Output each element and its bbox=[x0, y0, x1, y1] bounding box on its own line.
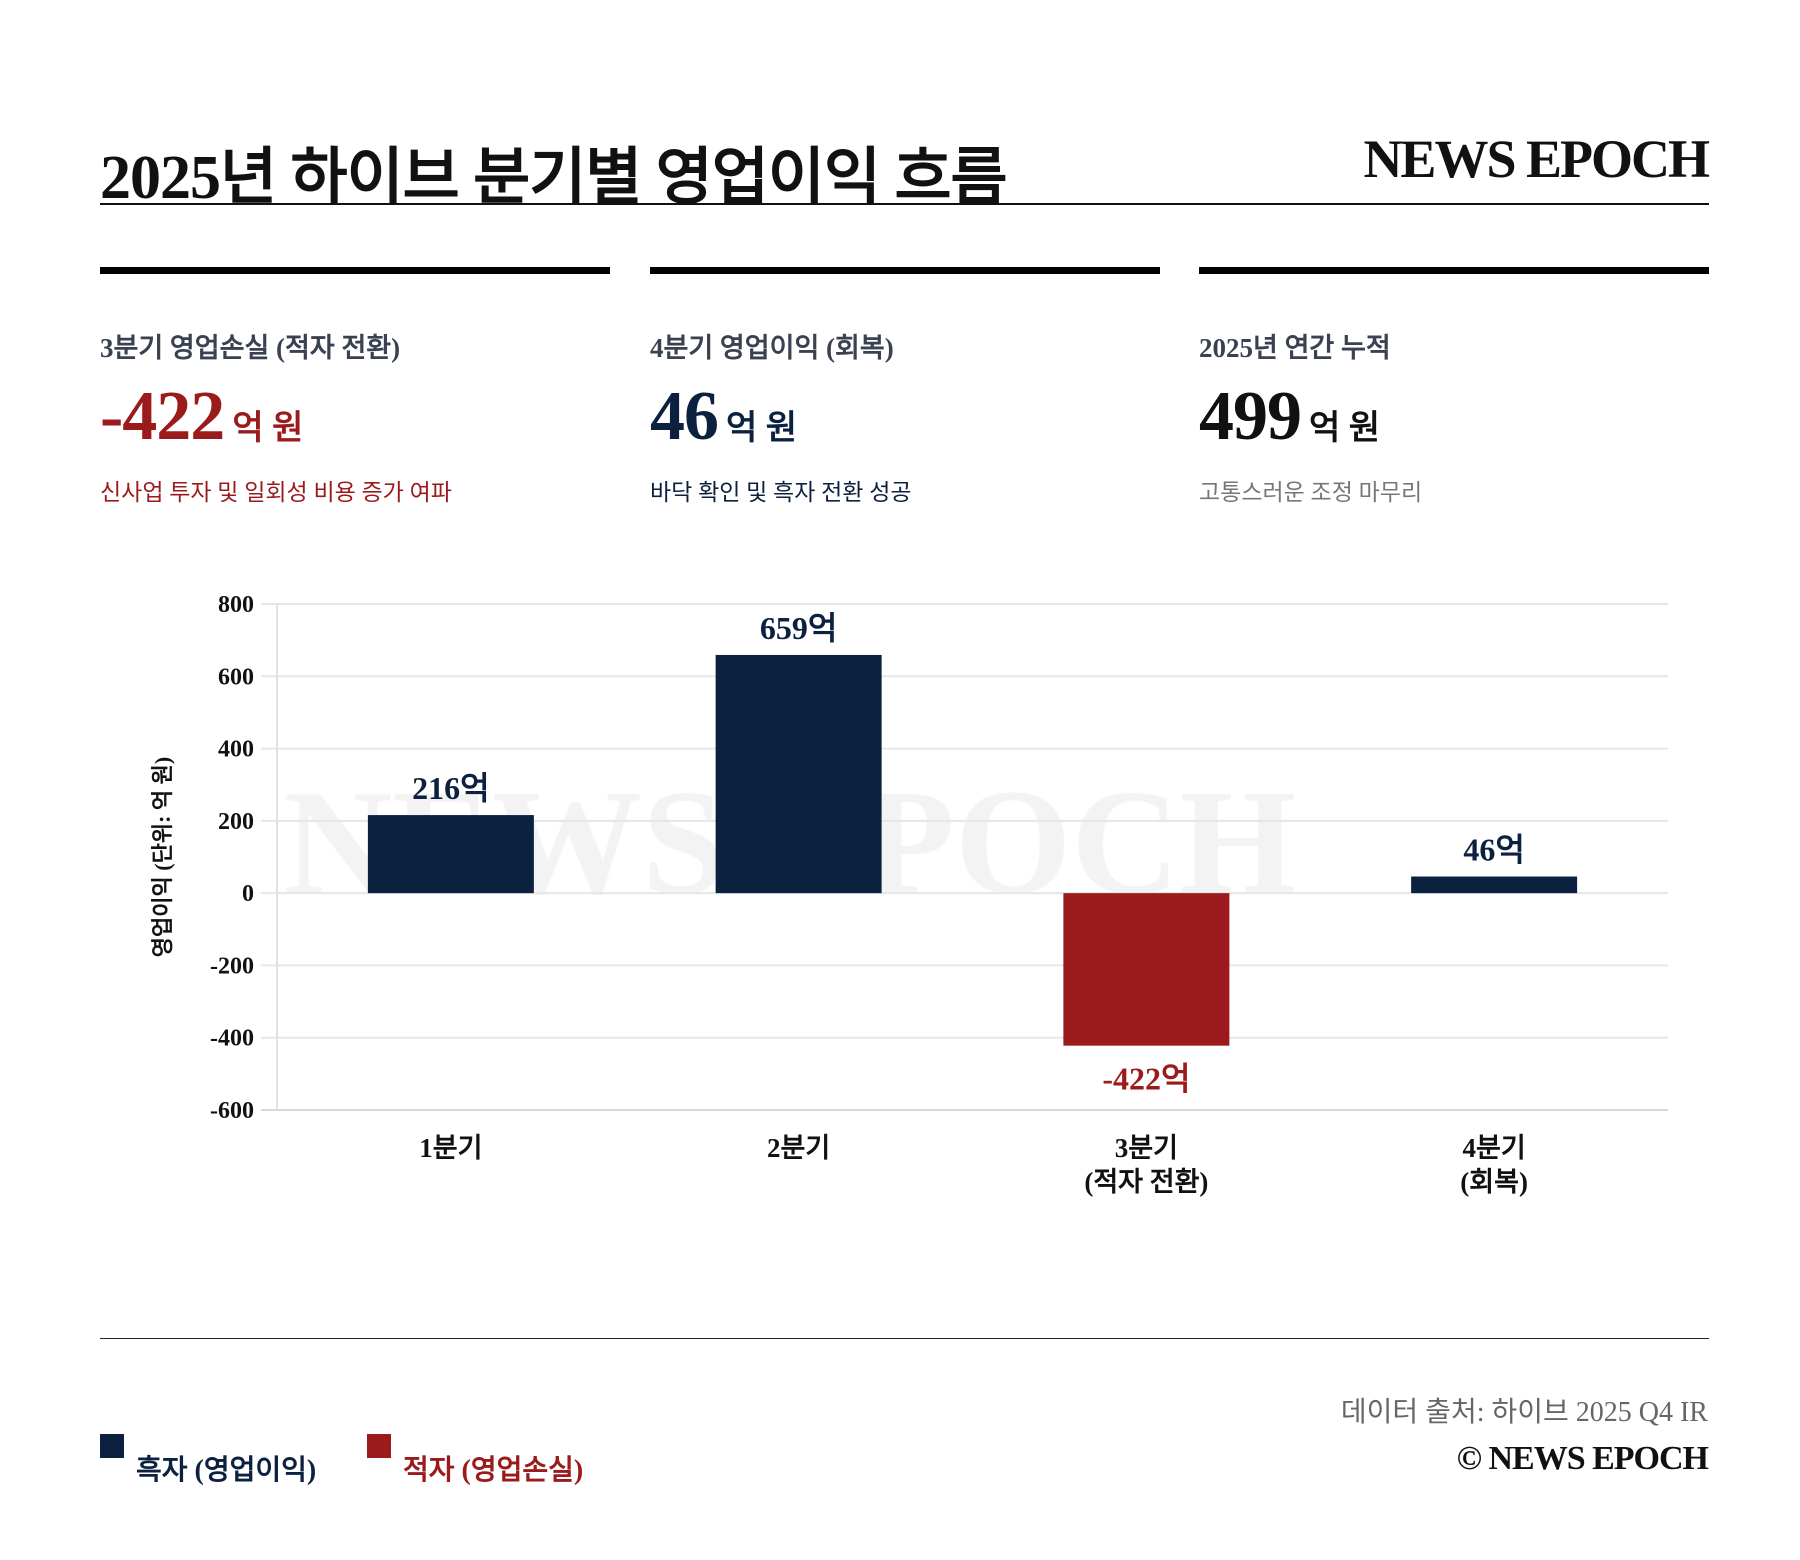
x-tick-label: (회복) bbox=[1460, 1167, 1528, 1197]
kpi-card-q4-profit: 4분기 영업이익 (회복) 46 억 원 바닥 확인 및 흑자 전환 성공 bbox=[650, 267, 1160, 507]
bar-4 bbox=[1411, 876, 1578, 894]
card-label: 4분기 영업이익 (회복) bbox=[650, 333, 894, 363]
card-number: -422 bbox=[100, 378, 225, 455]
legend-label: 적자 (영업손실) bbox=[403, 1455, 584, 1486]
legend-swatch-loss bbox=[367, 1434, 391, 1458]
y-tick-label: 0 bbox=[242, 881, 254, 907]
copyright: © NEWS EPOCH bbox=[1456, 1440, 1709, 1477]
card-top-rule bbox=[1199, 267, 1709, 274]
card-subtext: 신사업 투자 및 일회성 비용 증가 여파 bbox=[100, 480, 452, 505]
x-tick-label: 4분기 bbox=[1463, 1133, 1526, 1163]
page-title: 2025년 하이브 분기별 영업이익 흐름 bbox=[100, 144, 1008, 212]
x-tick-label: 1분기 bbox=[419, 1133, 482, 1163]
y-axis-title: 영업이익 (단위: 억 원) bbox=[150, 757, 175, 957]
y-tick-label: 400 bbox=[218, 737, 254, 763]
card-label: 3분기 영업손실 (적자 전환) bbox=[100, 333, 401, 363]
y-tick-label: 800 bbox=[218, 592, 254, 618]
y-tick-label: -400 bbox=[210, 1026, 254, 1052]
card-subtext: 바닥 확인 및 흑자 전환 성공 bbox=[650, 480, 912, 505]
title-divider bbox=[100, 203, 1709, 205]
card-top-rule bbox=[100, 267, 610, 274]
bar-3 bbox=[1063, 893, 1230, 1046]
y-tick-label: -600 bbox=[210, 1098, 254, 1124]
kpi-card-q3-loss: 3분기 영업손실 (적자 전환) -422 억 원 신사업 투자 및 일회성 비용… bbox=[100, 267, 610, 507]
x-tick-label: 2분기 bbox=[767, 1133, 830, 1163]
legend-swatch-profit bbox=[100, 1434, 124, 1458]
card-subtext: 고통스러운 조정 마무리 bbox=[1199, 480, 1423, 505]
card-unit: 억 원 bbox=[1309, 410, 1381, 447]
card-top-rule bbox=[650, 267, 1160, 274]
legend-item-profit: 흑자 (영업이익) bbox=[100, 1434, 316, 1488]
kpi-card-annual-total: 2025년 연간 누적 499 억 원 고통스러운 조정 마무리 bbox=[1199, 267, 1709, 507]
x-tick-label: 3분기 bbox=[1115, 1133, 1178, 1163]
card-value: 499 억 원 bbox=[1199, 381, 1709, 471]
bar-1 bbox=[367, 815, 534, 894]
bar-chart: 800 600 400 200 0 -200 -400 -600 영업이익 (단위: 억 원) 2… bbox=[150, 592, 1668, 1197]
card-label: 2025년 연간 누적 bbox=[1199, 333, 1391, 363]
card-number: 499 bbox=[1199, 378, 1302, 455]
card-unit: 억 원 bbox=[232, 410, 304, 447]
x-tick-label: (적자 전환) bbox=[1084, 1167, 1208, 1197]
card-value: -422 억 원 bbox=[100, 381, 610, 471]
data-source: 데이터 출처: 하이브 2025 Q4 IR bbox=[1340, 1397, 1708, 1428]
card-unit: 억 원 bbox=[726, 410, 798, 447]
legend-label: 흑자 (영업이익) bbox=[136, 1455, 317, 1486]
brand-logo: NEWS EPOCH bbox=[1363, 129, 1710, 189]
data-label: 659억 bbox=[760, 610, 837, 646]
y-tick-label: 600 bbox=[218, 664, 254, 690]
data-label: -422억 bbox=[1102, 1061, 1190, 1097]
footer-divider bbox=[100, 1338, 1709, 1339]
card-number: 46 bbox=[650, 378, 719, 455]
data-label: 46억 bbox=[1463, 832, 1524, 868]
y-tick-label: -200 bbox=[210, 953, 254, 979]
bar-2 bbox=[715, 654, 882, 894]
card-value: 46 억 원 bbox=[650, 381, 1160, 471]
y-tick-label: 200 bbox=[218, 809, 254, 835]
legend-item-loss: 적자 (영업손실) bbox=[367, 1434, 583, 1488]
data-label: 216억 bbox=[412, 770, 489, 806]
